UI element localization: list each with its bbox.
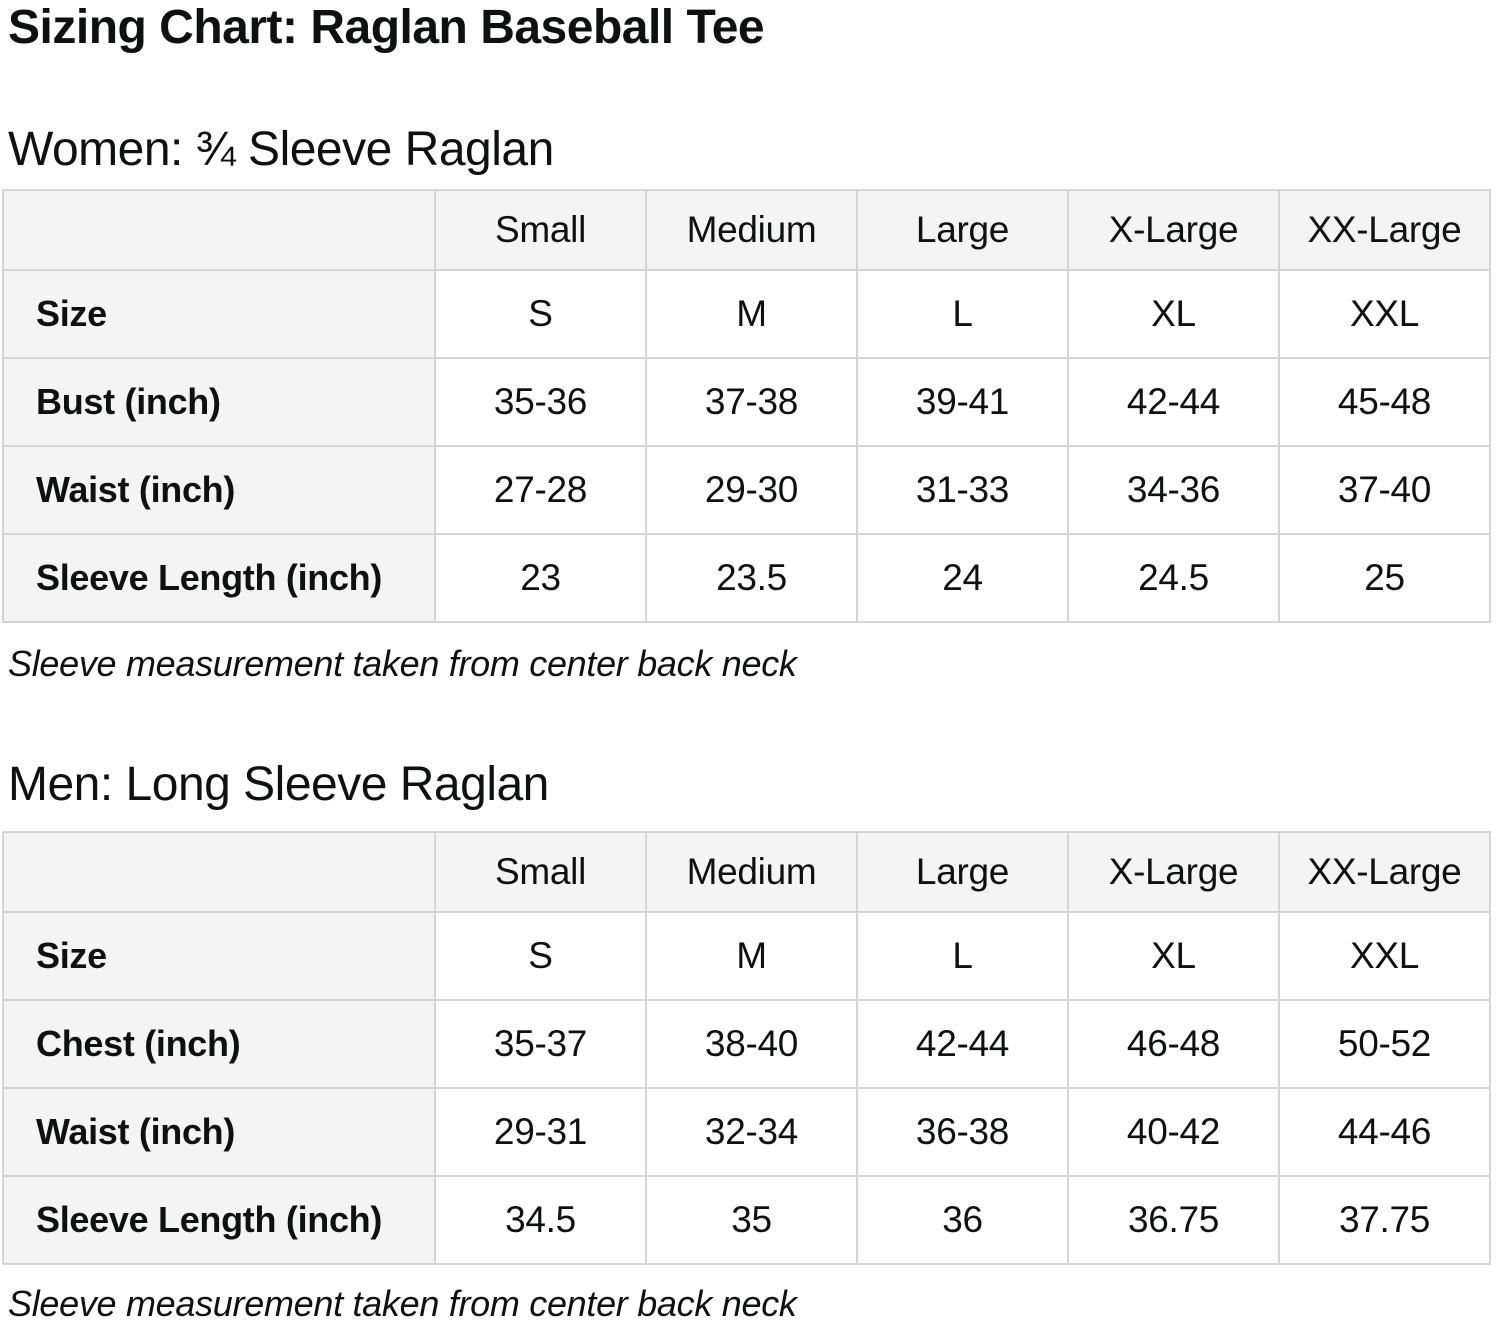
table-row: Sleeve Length (inch) 23 23.5 24 24.5 25 [2, 533, 1491, 623]
size-value-cell: 24.5 [1067, 533, 1280, 623]
size-value-cell: 36-38 [856, 1087, 1069, 1177]
size-value-cell: 23.5 [645, 533, 858, 623]
sleeve-note-men: Sleeve measurement taken from center bac… [8, 1283, 797, 1324]
size-value-cell: 25 [1278, 533, 1491, 623]
column-header: Large [856, 831, 1069, 913]
table-row: Size S M L XL XXL [2, 911, 1491, 1001]
row-label: Sleeve Length (inch) [2, 1175, 436, 1265]
size-value-cell: S [434, 269, 647, 359]
size-value-cell: 42-44 [1067, 357, 1280, 447]
column-header: Small [434, 189, 647, 271]
column-header: X-Large [1067, 831, 1280, 913]
size-value-cell: L [856, 269, 1069, 359]
corner-cell [2, 189, 436, 271]
size-value-cell: L [856, 911, 1069, 1001]
sleeve-note-women: Sleeve measurement taken from center bac… [8, 643, 797, 684]
section-heading-women: Women: ¾ Sleeve Raglan [8, 123, 554, 176]
size-value-cell: 27-28 [434, 445, 647, 535]
column-header: Medium [645, 189, 858, 271]
column-header: XX-Large [1278, 831, 1491, 913]
column-header: X-Large [1067, 189, 1280, 271]
table-row: Bust (inch) 35-36 37-38 39-41 42-44 45-48 [2, 357, 1491, 447]
row-label: Bust (inch) [2, 357, 436, 447]
row-label: Size [2, 269, 436, 359]
section-heading-men: Men: Long Sleeve Raglan [8, 758, 549, 811]
size-value-cell: 35 [645, 1175, 858, 1265]
column-header: Medium [645, 831, 858, 913]
table-row: Size S M L XL XXL [2, 269, 1491, 359]
column-header: Small [434, 831, 647, 913]
row-label: Chest (inch) [2, 999, 436, 1089]
size-value-cell: 36.75 [1067, 1175, 1280, 1265]
size-value-cell: 38-40 [645, 999, 858, 1089]
row-label: Size [2, 911, 436, 1001]
row-label: Waist (inch) [2, 1087, 436, 1177]
size-value-cell: 39-41 [856, 357, 1069, 447]
size-value-cell: 23 [434, 533, 647, 623]
table-header-row: Small Medium Large X-Large XX-Large [2, 831, 1491, 913]
row-label: Waist (inch) [2, 445, 436, 535]
corner-cell [2, 831, 436, 913]
size-value-cell: 35-37 [434, 999, 647, 1089]
size-value-cell: XXL [1278, 269, 1491, 359]
table-header-row: Small Medium Large X-Large XX-Large [2, 189, 1491, 271]
table-row: Waist (inch) 27-28 29-30 31-33 34-36 37-40 [2, 445, 1491, 535]
size-value-cell: 36 [856, 1175, 1069, 1265]
men-sizing-table: Small Medium Large X-Large XX-Large Size S M L XL… [2, 831, 1491, 1265]
page-title: Sizing Chart: Raglan Baseball Tee [8, 1, 765, 54]
column-header: XX-Large [1278, 189, 1491, 271]
size-value-cell: 44-46 [1278, 1087, 1491, 1177]
size-value-cell: 42-44 [856, 999, 1069, 1089]
size-value-cell: M [645, 269, 858, 359]
table-row: Sleeve Length (inch) 34.5 35 36 36.75 37.75 [2, 1175, 1491, 1265]
table-row: Chest (inch) 35-37 38-40 42-44 46-48 50-52 [2, 999, 1491, 1089]
size-value-cell: 32-34 [645, 1087, 858, 1177]
size-value-cell: 37.75 [1278, 1175, 1491, 1265]
size-value-cell: 34.5 [434, 1175, 647, 1265]
size-value-cell: XL [1067, 911, 1280, 1001]
size-value-cell: XXL [1278, 911, 1491, 1001]
size-value-cell: S [434, 911, 647, 1001]
size-value-cell: 40-42 [1067, 1087, 1280, 1177]
size-value-cell: 24 [856, 533, 1069, 623]
size-value-cell: 50-52 [1278, 999, 1491, 1089]
size-value-cell: 37-40 [1278, 445, 1491, 535]
row-label: Sleeve Length (inch) [2, 533, 436, 623]
section-women: Women: ¾ Sleeve Raglan Small Medium Large X… [0, 124, 1500, 685]
size-value-cell: 37-38 [645, 357, 858, 447]
column-header: Large [856, 189, 1069, 271]
size-value-cell: 46-48 [1067, 999, 1280, 1089]
section-men: Men: Long Sleeve Raglan Small Medium Large… [0, 759, 1500, 1325]
size-value-cell: 29-31 [434, 1087, 647, 1177]
size-value-cell: 29-30 [645, 445, 858, 535]
size-value-cell: M [645, 911, 858, 1001]
size-value-cell: 35-36 [434, 357, 647, 447]
women-sizing-table: Small Medium Large X-Large XX-Large Size S M L XL… [2, 189, 1491, 623]
size-value-cell: 31-33 [856, 445, 1069, 535]
table-row: Waist (inch) 29-31 32-34 36-38 40-42 44-46 [2, 1087, 1491, 1177]
size-value-cell: 34-36 [1067, 445, 1280, 535]
size-value-cell: XL [1067, 269, 1280, 359]
size-value-cell: 45-48 [1278, 357, 1491, 447]
